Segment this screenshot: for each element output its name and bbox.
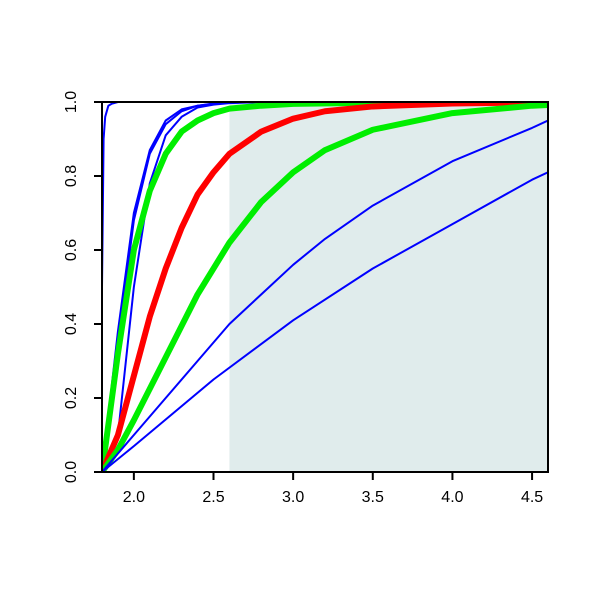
y-tick-label: 1.0 [63,91,80,113]
series-line-8 [102,119,548,472]
y-tick-label: 0.0 [63,461,80,483]
y-axis: 0.0 0.2 0.4 0.6 0.8 1.0 [63,91,102,483]
y-tick-label: 0.8 [63,165,80,187]
series-line-6 [102,102,548,472]
series-line-1 [102,102,548,288]
series-line-9 [102,171,548,472]
x-tick-label: 2.0 [123,489,145,506]
y-tick-label: 0.6 [63,239,80,261]
y-tick-label: 0.4 [63,313,80,335]
series-line-3 [102,102,548,472]
x-tick-label: 3.5 [362,489,384,506]
x-tick-label: 2.5 [202,489,224,506]
x-tick-label: 4.5 [521,489,543,506]
x-axis: 2.0 2.5 3.0 3.5 4.0 4.5 [123,472,543,506]
shaded-region [229,102,548,472]
series-layer [102,102,548,472]
series-line-4 [102,102,548,472]
x-tick-label: 3.0 [282,489,304,506]
y-tick-label: 0.2 [63,387,80,409]
series-line-7 [102,102,548,472]
x-tick-label: 4.0 [441,489,463,506]
shaded-region-layer [229,102,548,472]
plot-frame [101,101,549,473]
